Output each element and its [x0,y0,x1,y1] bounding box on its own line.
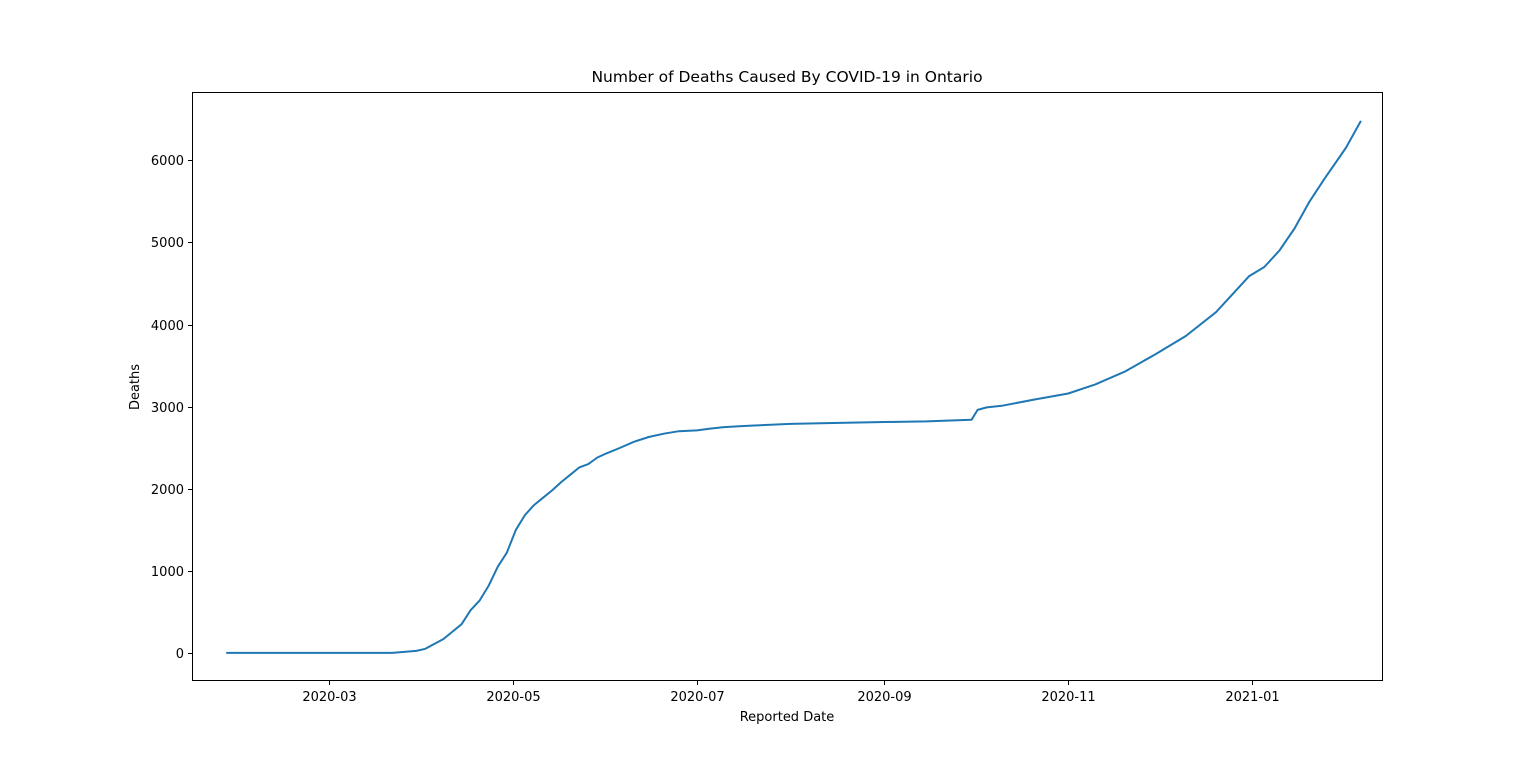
y-tick-label: 4000 [151,319,184,334]
x-axis-label: Reported Date [740,710,835,725]
series-line-deaths [226,120,1362,654]
y-tick-label: 6000 [151,154,184,169]
chart-title: Number of Deaths Caused By COVID-19 in O… [591,68,982,86]
y-tick-label: 5000 [151,236,184,251]
x-tick-label: 2020-03 [302,690,356,705]
series-group [226,120,1362,654]
x-tick-label: 2020-07 [670,690,724,705]
x-tick-label: 2020-05 [486,690,540,705]
y-tick-label: 2000 [151,483,184,498]
y-tick-label: 1000 [151,565,184,580]
x-tick-label: 2020-11 [1041,690,1095,705]
plot-frame [192,92,1383,681]
y-tick-label: 0 [176,647,184,662]
x-tick-label: 2021-01 [1225,690,1279,705]
x-axis: 2020-03 2020-05 2020-07 2020-09 2020-11 2021-… [302,680,1280,705]
x-tick-label: 2020-09 [857,690,911,705]
y-axis-label: Deaths [128,364,143,410]
y-axis: 0 1000 2000 3000 4000 5000 6000 [151,154,193,662]
y-tick-label: 3000 [151,401,184,416]
